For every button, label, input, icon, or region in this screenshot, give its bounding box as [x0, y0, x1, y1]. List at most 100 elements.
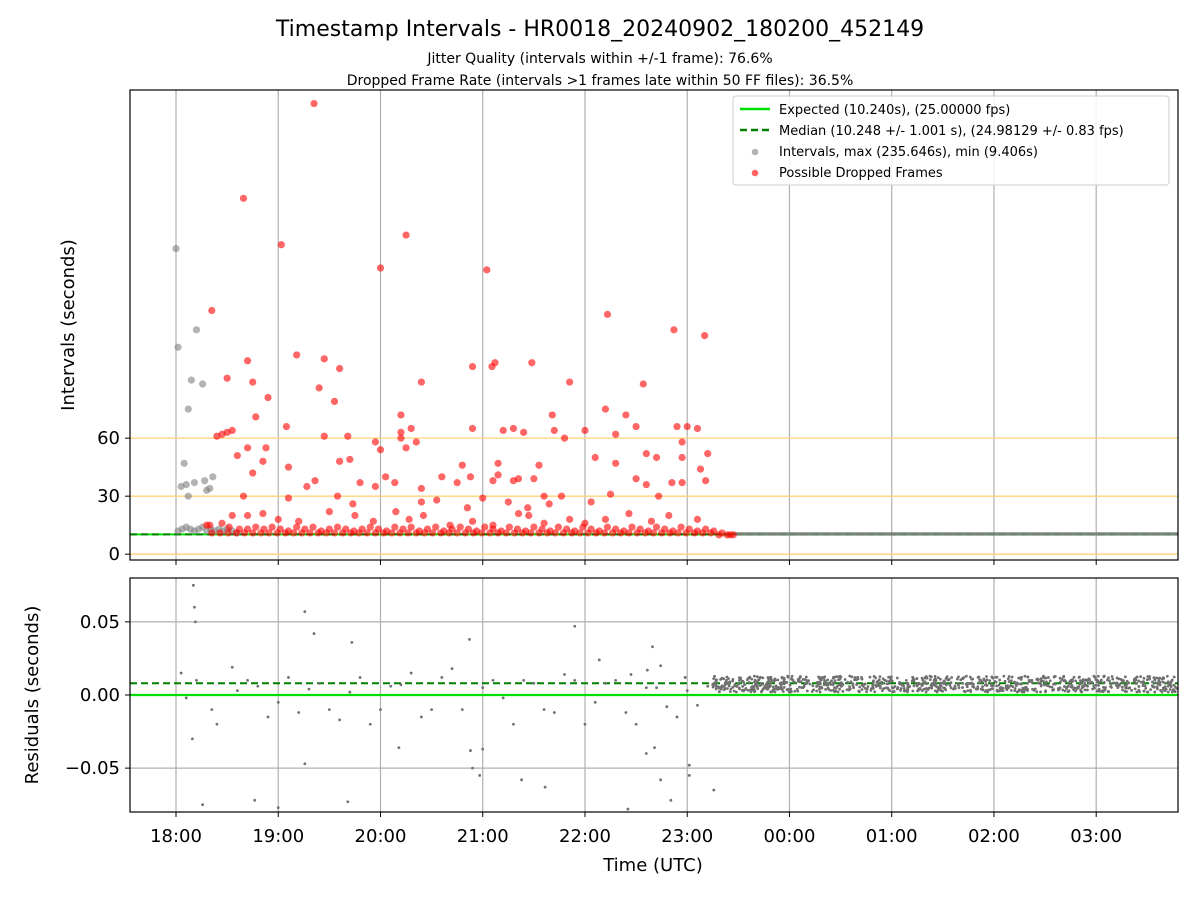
residual-dense-point [1135, 690, 1139, 694]
residual-dense-point [1026, 675, 1030, 679]
intervals-reference-lines [130, 437, 1178, 555]
dropped-frame-point [336, 457, 344, 465]
intervals-y-ticks: 0 30 60 [97, 428, 130, 565]
residual-dense-point [1139, 675, 1143, 679]
residual-dense-point [964, 674, 968, 678]
dropped-frame-point [356, 479, 364, 487]
legend-item-median: Median (10.248 +/- 1.001 s), (24.98129 +… [740, 124, 1124, 139]
residual-dense-point [981, 685, 984, 689]
dropped-frame-point [303, 482, 311, 491]
residual-dense-point [1019, 682, 1023, 686]
dropped-frame-point [412, 438, 420, 446]
intervals-y-tick-label: 30 [97, 486, 120, 507]
residual-dense-point [1083, 688, 1087, 692]
residual-dense-point [796, 678, 800, 681]
residual-dense-point [1163, 685, 1167, 689]
x-tick-label: 20:00 [355, 826, 407, 847]
residual-dense-point [1133, 687, 1137, 691]
dropped-frame-point [592, 529, 600, 537]
residual-dense-point [1009, 688, 1013, 692]
residual-dense-point [1151, 685, 1155, 689]
residual-dense-point [1065, 686, 1068, 689]
residual-dense-point [1102, 685, 1105, 689]
dropped-frame-point [208, 306, 216, 315]
residual-point [491, 678, 495, 682]
residual-dense-point [740, 688, 744, 692]
residual-dense-point [848, 674, 852, 678]
residual-point [468, 638, 471, 641]
intervals-x-ticks [175, 560, 1097, 565]
residual-dense-point [902, 684, 905, 688]
residuals-panel: 0.05 0.00 −0.05 18:00 19:00 20:00 21:00 22:00 2… [22, 577, 1179, 876]
residual-dense-point [886, 686, 890, 690]
residual-dense-point [1013, 689, 1017, 693]
dropped-frame-point [642, 450, 650, 458]
residual-point [338, 718, 341, 722]
residual-dense-point [727, 682, 731, 685]
dropped-frame-point [240, 529, 249, 537]
intervals-y-tick-label: 60 [97, 428, 120, 449]
dropped-frame-point [723, 531, 731, 539]
residual-dense-point [995, 684, 999, 688]
residual-dense-point [779, 683, 783, 687]
residual-point [246, 678, 249, 682]
residual-dense-point [711, 685, 715, 689]
residual-point [276, 806, 280, 810]
dropped-frame-point [587, 498, 595, 506]
residual-dense-point [898, 680, 902, 684]
residual-dense-point [778, 687, 782, 691]
residual-dense-point [805, 689, 809, 693]
residual-dense-point [1152, 676, 1156, 680]
residual-dense-point [1023, 674, 1027, 678]
residual-point [194, 620, 197, 624]
residuals-x-ticks: 18:00 19:00 20:00 21:00 22:00 23:00 00:00 01:00… [150, 812, 1122, 847]
legend-swatch-dropped [751, 169, 759, 177]
residual-point [653, 746, 656, 750]
residual-point [685, 689, 689, 693]
residual-dense-point [936, 676, 940, 680]
residual-dense-point [747, 680, 751, 684]
residual-dense-point [1026, 681, 1029, 685]
residual-dense-point [1121, 688, 1124, 692]
chart-subtitle-jitter: Jitter Quality (intervals within +/-1 fr… [426, 51, 772, 67]
intervals-panel: 0 30 60 Intervals (seconds) Expected (10.2… [58, 89, 1179, 565]
residual-point [430, 708, 434, 712]
residual-dense-point [952, 687, 955, 691]
residual-dense-point [911, 689, 915, 693]
residual-dense-point [923, 680, 927, 684]
residual-point [543, 785, 547, 789]
dropped-frame-point [535, 529, 543, 537]
residual-dense-point [1133, 679, 1137, 683]
dropped-frame-point [514, 475, 523, 483]
residual-dense-point [1171, 688, 1175, 692]
residual-point [520, 778, 523, 782]
residual-dense-point [1137, 685, 1141, 688]
dropped-frame-point [535, 461, 543, 469]
residual-dense-point [808, 682, 812, 686]
residual-dense-point [976, 685, 980, 689]
residual-dense-point [755, 675, 759, 678]
residual-dense-point [963, 690, 967, 694]
residual-dense-point [800, 686, 804, 690]
interval-point [201, 477, 209, 485]
dropped-frame-point [371, 438, 379, 446]
dropped-frame-point [576, 529, 584, 537]
residual-point [501, 696, 505, 700]
residual-point [358, 676, 362, 679]
residual-point [696, 703, 699, 707]
dropped-frame-point [320, 432, 328, 440]
residual-dense-point [731, 685, 735, 689]
residual-dense-point [938, 686, 942, 689]
residual-dense-point [836, 690, 840, 694]
residual-dense-point [823, 675, 827, 679]
residual-point [706, 684, 710, 688]
residual-dense-point [741, 679, 745, 683]
residual-dense-point [1093, 676, 1097, 679]
residual-dense-point [1001, 689, 1005, 693]
residual-dense-point [906, 685, 910, 689]
residual-dense-point [1092, 684, 1096, 688]
dropped-frame-point [259, 509, 267, 518]
residual-dense-point [1086, 684, 1089, 688]
residual-point [287, 676, 290, 679]
dropped-frame-point [397, 411, 405, 419]
